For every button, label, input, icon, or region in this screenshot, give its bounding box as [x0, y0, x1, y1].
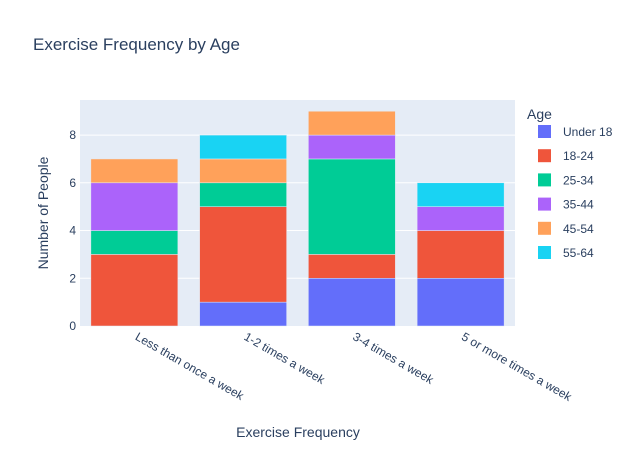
legend: Age Under 18 18-24 25-34 35-44 45-54 55-64 [527, 106, 613, 260]
y-tick-label: 0 [69, 319, 76, 333]
bar-segment [199, 182, 287, 207]
bar-segment [308, 134, 396, 160]
bar-segment [308, 278, 396, 327]
legend-label: 18-24 [563, 149, 594, 163]
bar-segment [416, 230, 505, 279]
x-tick-label: 3-4 times a week [350, 329, 436, 387]
legend-label: 35-44 [563, 198, 594, 212]
x-tick-label: Less than once a week [133, 329, 247, 403]
bar-segment [416, 182, 505, 207]
legend-label: Under 18 [563, 125, 613, 139]
bar-segment [416, 278, 505, 327]
y-tick-label: 8 [69, 128, 76, 142]
legend-swatch [538, 125, 551, 138]
bar-segment [199, 206, 287, 303]
bar-segment [308, 158, 396, 255]
bar-segment [90, 254, 179, 327]
y-tick-label: 2 [69, 271, 76, 285]
bar-segment [416, 206, 505, 231]
legend-swatch [538, 173, 551, 187]
bar-segment [90, 182, 179, 231]
bar-segment [90, 158, 179, 184]
chart-title: Exercise Frequency by Age [33, 35, 240, 54]
bar-segment [199, 134, 287, 160]
bar-segment [199, 158, 287, 184]
x-tick-label: 5 or more times a week [459, 329, 575, 404]
bar-segment [308, 110, 396, 136]
bar-segment [199, 301, 287, 327]
legend-label: 55-64 [563, 246, 594, 260]
legend-label: 25-34 [563, 173, 594, 187]
legend-swatch [538, 246, 551, 259]
legend-label: 45-54 [563, 222, 594, 236]
legend-title: Age [527, 106, 552, 122]
y-tick-label: 6 [69, 176, 76, 190]
legend-swatch [538, 149, 551, 163]
y-axis-title: Number of People [35, 156, 51, 269]
y-tick-label: 4 [69, 224, 76, 238]
x-axis-title: Exercise Frequency [236, 424, 360, 440]
bar-segment [90, 230, 179, 255]
x-tick-label: 1-2 times a week [242, 329, 328, 387]
legend-swatch [538, 197, 551, 211]
bar-segment [308, 254, 396, 279]
bars [90, 110, 505, 327]
legend-swatch [538, 221, 551, 235]
y-axis-ticks: 0 2 4 6 8 [69, 128, 76, 333]
